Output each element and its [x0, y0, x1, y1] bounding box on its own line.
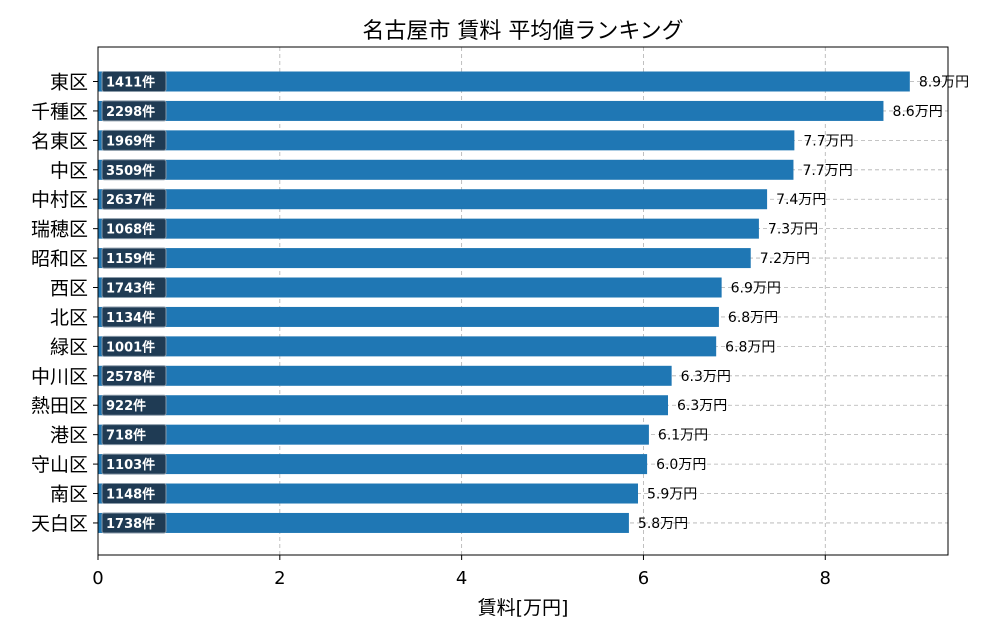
count-badge — [101, 335, 167, 357]
y-tick-label: 名東区 — [31, 130, 88, 152]
x-tick-label: 4 — [456, 568, 467, 589]
count-badge — [101, 218, 167, 240]
x-tick-label: 8 — [820, 568, 831, 589]
plot-frame — [97, 46, 949, 556]
count-label: 1411件 — [106, 75, 155, 91]
value-label: 5.8万円 — [638, 516, 688, 532]
y-tick-label: 港区 — [50, 425, 88, 447]
value-label: 7.4万円 — [776, 192, 826, 208]
y-tick-label: 守山区 — [31, 454, 88, 476]
value-label: 6.1万円 — [658, 428, 708, 444]
grid-layer — [97, 47, 948, 555]
x-tick-label: 6 — [638, 568, 649, 589]
count-badge — [101, 247, 167, 269]
bar — [98, 454, 648, 475]
bar — [98, 218, 759, 239]
y-tick-label: 天白区 — [31, 513, 88, 535]
count-badge — [101, 71, 167, 92]
bar — [98, 365, 672, 386]
bar — [98, 336, 717, 357]
bar — [98, 424, 649, 445]
y-tick-label: 中村区 — [31, 189, 88, 211]
count-badge — [101, 306, 167, 328]
count-badge — [101, 453, 167, 475]
value-label: 7.7万円 — [802, 163, 852, 179]
count-badge — [101, 277, 167, 299]
bar — [98, 512, 629, 533]
bars-layer: 8.9万円 1411件 8.6万円 2298件 7.7万円 1969件 7.7万円 3509件… — [98, 71, 969, 534]
value-label: 6.9万円 — [731, 281, 781, 297]
value-label: 6.3万円 — [677, 398, 727, 414]
x-tick-label: 2 — [274, 568, 285, 589]
y-tick-label: 熱田区 — [31, 395, 88, 417]
count-label: 718件 — [106, 428, 146, 444]
count-label: 1148件 — [106, 487, 155, 503]
count-badge — [101, 365, 167, 387]
count-label: 3509件 — [106, 163, 155, 179]
bar — [98, 306, 719, 327]
value-label: 7.2万円 — [760, 251, 810, 267]
value-label: 5.9万円 — [647, 487, 697, 503]
count-badge — [101, 100, 167, 122]
value-label: 6.8万円 — [728, 310, 778, 326]
bar — [98, 189, 768, 210]
y-tick-label: 中川区 — [31, 366, 88, 388]
bar — [98, 100, 884, 121]
chart-title: 名古屋市 賃料 平均値ランキング — [362, 19, 683, 44]
bar — [98, 277, 722, 298]
bar — [98, 159, 794, 180]
count-label: 2578件 — [106, 369, 155, 385]
count-label: 1969件 — [106, 133, 155, 149]
y-tick-label: 西区 — [50, 278, 88, 300]
value-label: 6.3万円 — [681, 369, 731, 385]
count-badge — [101, 188, 167, 210]
count-badge — [101, 512, 167, 534]
bar — [98, 130, 795, 151]
count-label: 1743件 — [106, 281, 155, 297]
count-label: 2637件 — [106, 192, 155, 208]
value-label: 8.9万円 — [919, 75, 969, 91]
value-label: 6.0万円 — [656, 457, 706, 473]
count-label: 1134件 — [106, 310, 155, 326]
bar — [98, 395, 668, 416]
count-label: 1001件 — [106, 339, 155, 355]
count-badge — [101, 129, 167, 151]
count-badge — [101, 394, 167, 416]
count-badge — [101, 159, 167, 181]
count-label: 922件 — [106, 398, 146, 414]
count-label: 1103件 — [106, 457, 155, 473]
bar — [98, 248, 751, 269]
y-tick-label: 緑区 — [50, 336, 88, 358]
y-tick-label: 東区 — [50, 72, 88, 94]
y-tick-label: 南区 — [50, 484, 88, 506]
x-axis-label: 賃料[万円] — [478, 597, 569, 619]
count-badge — [101, 483, 167, 505]
y-tick-label: 中区 — [50, 160, 88, 182]
value-label: 8.6万円 — [892, 104, 942, 120]
value-label: 7.7万円 — [803, 133, 853, 149]
y-tick-label: 昭和区 — [31, 248, 88, 270]
y-tick-label: 千種区 — [31, 101, 88, 123]
x-tick-label: 0 — [92, 568, 103, 589]
count-label: 1068件 — [106, 222, 155, 238]
y-tick-label: 瑞穂区 — [31, 219, 88, 241]
count-label: 1738件 — [106, 516, 155, 532]
count-badge — [101, 424, 167, 446]
count-label: 1159件 — [106, 251, 155, 267]
value-label: 6.8万円 — [725, 339, 775, 355]
value-label: 7.3万円 — [768, 222, 818, 238]
bar — [98, 71, 910, 92]
axis-layer: 0 2 4 6 8 東区千種区名東区中区中村区瑞穂区昭和区西区北区緑区中川区熱田区港区守山… — [31, 72, 831, 590]
bar — [98, 483, 638, 504]
y-tick-label: 北区 — [50, 307, 88, 329]
count-label: 2298件 — [106, 104, 155, 120]
